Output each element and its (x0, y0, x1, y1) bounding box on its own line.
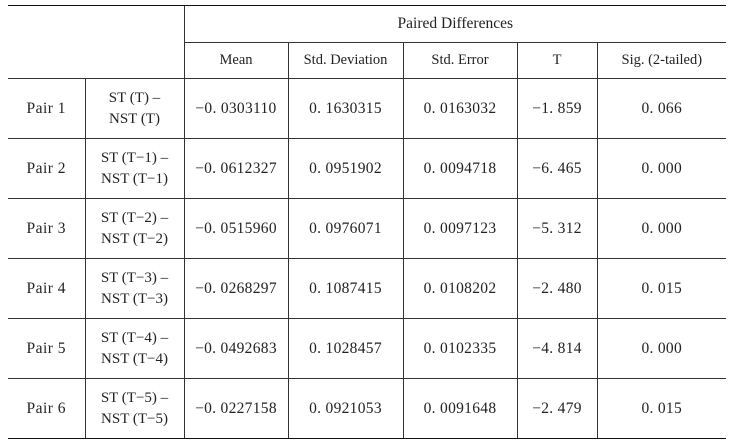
pair-variable-line-2: NST (T−2) (101, 230, 168, 247)
cell-std-deviation: 0. 1087415 (287, 258, 403, 319)
table-row: Pair 6 ST (T−5) – NST (T−5) −0. 0227158 0. 0… (8, 378, 727, 439)
pair-label: Pair 3 (8, 198, 85, 259)
cell-mean: −0. 0227158 (183, 378, 288, 439)
header-corner (8, 5, 184, 79)
column-header-t: T (516, 42, 597, 79)
pair-variables: ST (T−4) – NST (T−4) (84, 318, 184, 379)
pair-variable-line-2: NST (T−4) (101, 350, 168, 367)
cell-t-value: −5. 312 (516, 198, 597, 259)
column-header-sig: Sig. (2-tailed) (596, 42, 727, 79)
cell-mean: −0. 0612327 (183, 138, 288, 199)
pair-variable-line-2: NST (T−1) (101, 170, 168, 187)
table-row: Pair 2 ST (T−1) – NST (T−1) −0. 0612327 0. 0… (8, 138, 727, 199)
pair-variable-line-1: ST (T−1) – (100, 149, 169, 166)
cell-t-value: −2. 479 (516, 378, 597, 439)
pair-variable-line-1: ST (T−2) – (100, 209, 169, 226)
table-row: Pair 3 ST (T−2) – NST (T−2) −0. 0515960 0. 0… (8, 198, 727, 259)
cell-std-deviation: 0. 0976071 (287, 198, 403, 259)
cell-std-error: 0. 0091648 (402, 378, 517, 439)
cell-mean: −0. 0492683 (183, 318, 288, 379)
pair-variable-line-2: NST (T−3) (101, 290, 168, 307)
pair-variable-line-2: NST (T) (109, 110, 160, 127)
cell-std-error: 0. 0163032 (402, 78, 517, 139)
pair-label: Pair 4 (8, 258, 85, 319)
pair-variables: ST (T−1) – NST (T−1) (84, 138, 184, 199)
paired-differences-header: Paired Differences (183, 5, 727, 43)
column-header-std-error: Std. Error (402, 42, 517, 79)
cell-sig-value: 0. 015 (596, 378, 727, 439)
cell-t-value: −1. 859 (516, 78, 597, 139)
cell-std-error: 0. 0094718 (402, 138, 517, 199)
cell-std-deviation: 0. 0951902 (287, 138, 403, 199)
table-row: Pair 4 ST (T−3) – NST (T−3) −0. 0268297 0. 1… (8, 258, 727, 319)
paired-samples-table: Paired Differences Mean Std. Deviation S… (8, 5, 727, 439)
column-header-std-deviation: Std. Deviation (287, 42, 403, 79)
cell-mean: −0. 0303110 (183, 78, 288, 139)
cell-sig-value: 0. 000 (596, 138, 727, 199)
cell-t-value: −6. 465 (516, 138, 597, 199)
pair-variables: ST (T−2) – NST (T−2) (84, 198, 184, 259)
cell-std-deviation: 0. 0921053 (287, 378, 403, 439)
pair-label: Pair 6 (8, 378, 85, 439)
pair-variables: ST (T) – NST (T) (84, 78, 184, 139)
pair-variable-line-1: ST (T−5) – (100, 389, 169, 406)
cell-sig-value: 0. 000 (596, 318, 727, 379)
cell-std-error: 0. 0108202 (402, 258, 517, 319)
pair-label: Pair 2 (8, 138, 85, 199)
pair-label: Pair 1 (8, 78, 85, 139)
cell-t-value: −4. 814 (516, 318, 597, 379)
cell-mean: −0. 0268297 (183, 258, 288, 319)
column-header-mean: Mean (183, 42, 288, 79)
cell-std-deviation: 0. 1630315 (287, 78, 403, 139)
cell-sig-value: 0. 015 (596, 258, 727, 319)
pair-variables: ST (T−5) – NST (T−5) (84, 378, 184, 439)
pair-variables: ST (T−3) – NST (T−3) (84, 258, 184, 319)
cell-sig-value: 0. 066 (596, 78, 727, 139)
pair-variable-line-1: ST (T−3) – (100, 269, 169, 286)
cell-t-value: −2. 480 (516, 258, 597, 319)
cell-std-deviation: 0. 1028457 (287, 318, 403, 379)
cell-std-error: 0. 0097123 (402, 198, 517, 259)
table-row: Pair 5 ST (T−4) – NST (T−4) −0. 0492683 0. 1… (8, 318, 727, 379)
pair-variable-line-2: NST (T−5) (101, 410, 168, 427)
pair-label: Pair 5 (8, 318, 85, 379)
table-row: Pair 1 ST (T) – NST (T) −0. 0303110 0. 16303… (8, 78, 727, 139)
pair-variable-line-1: ST (T) – (108, 89, 161, 106)
pair-variable-line-1: ST (T−4) – (100, 329, 169, 346)
cell-mean: −0. 0515960 (183, 198, 288, 259)
cell-sig-value: 0. 000 (596, 198, 727, 259)
cell-std-error: 0. 0102335 (402, 318, 517, 379)
